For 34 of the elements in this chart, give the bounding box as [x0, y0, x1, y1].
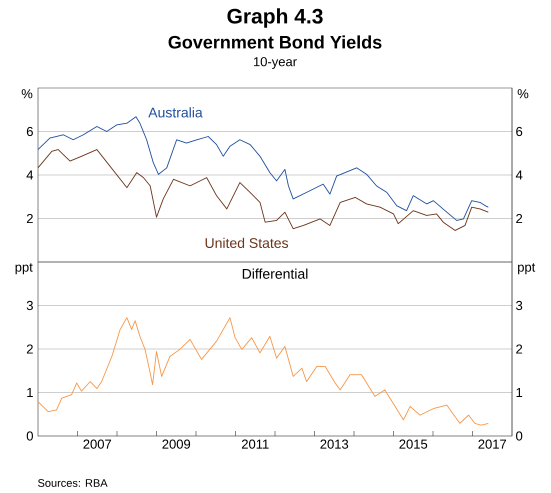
x-tick-label: 2017 — [478, 440, 506, 449]
line-series — [38, 116, 489, 221]
y-axis-title: ppt — [16, 263, 33, 274]
y-tick-label: 4 — [26, 170, 34, 180]
chart-title: Graph 4.3 — [227, 8, 323, 28]
x-tick-label: 2013 — [320, 440, 348, 449]
x-tick-label: 2015 — [399, 440, 428, 449]
y2-tick-label: 2 — [516, 214, 522, 224]
x-tick-label: 2007 — [83, 440, 112, 449]
x-tick-label: 2009 — [162, 440, 190, 449]
chart-subtitle: Government Bond Yields — [168, 35, 382, 49]
y-tick-label: 2 — [26, 344, 33, 354]
line-series — [38, 317, 489, 426]
y2-axis-title: % — [518, 89, 528, 98]
y2-tick-label: 4 — [516, 170, 522, 180]
y2-axis-title: ppt — [518, 263, 536, 274]
y-tick-label: 0 — [26, 431, 33, 441]
x-tick-label: 2011 — [242, 440, 269, 449]
series-label: United States — [206, 238, 288, 248]
y2-tick-label: 0 — [516, 431, 522, 441]
y2-tick-label: 3 — [516, 300, 522, 310]
text: 10-year — [254, 57, 297, 69]
source-note: Sources: RBA — [38, 479, 108, 487]
series-label: Australia — [148, 107, 203, 118]
y-tick-label: 2 — [26, 214, 33, 224]
y2-tick-label: 6 — [516, 126, 522, 136]
y2-tick-label: 1 — [516, 388, 522, 397]
line-series — [38, 149, 489, 231]
y-axis-title: % — [22, 89, 32, 98]
y-tick-label: 6 — [26, 126, 33, 136]
y2-tick-label: 2 — [516, 344, 522, 354]
y-tick-label: 1 — [27, 388, 33, 397]
y-tick-label: 3 — [26, 300, 33, 310]
chart-title: Differential — [242, 268, 308, 279]
